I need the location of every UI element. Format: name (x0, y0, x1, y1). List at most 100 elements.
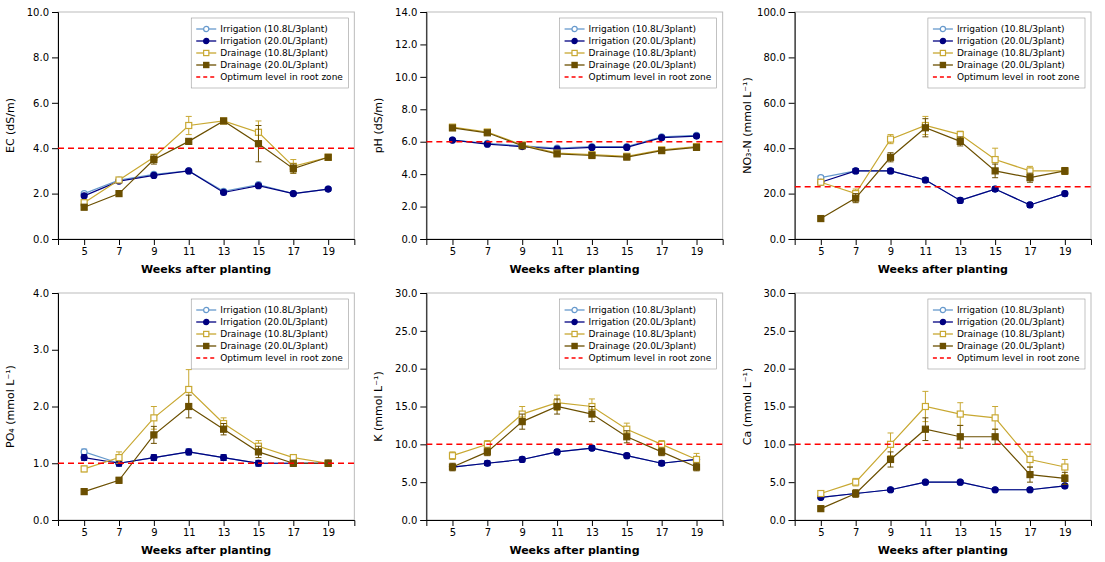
plot-area (795, 391, 1091, 511)
error-bar (992, 429, 998, 444)
x-tick-label: 11 (551, 527, 564, 538)
legend-item: Irrigation (10.8L/3plant) (933, 305, 1065, 315)
x-tick-mark (1030, 520, 1031, 526)
error-bar-cap (888, 152, 894, 153)
point (694, 456, 700, 462)
series-line (821, 407, 1065, 494)
legend-label: Irrigation (20.0L/3plant) (957, 317, 1065, 327)
x-tick-label: 5 (450, 246, 456, 257)
y-tick: 0.0 (401, 234, 426, 245)
x-tick-mark (557, 239, 558, 245)
x-tick: 17 (287, 239, 300, 257)
x-tick: 13 (218, 520, 231, 538)
x-tick: 19 (322, 239, 335, 257)
x-tick-label: 11 (920, 527, 933, 538)
x-tick-label: 13 (218, 527, 231, 538)
y-tick-label: 2.0 (401, 201, 417, 212)
series (795, 444, 1091, 445)
series (81, 395, 331, 494)
series-line (452, 448, 696, 467)
panel: 57911131517190.020.040.060.080.0100.0Wee… (741, 7, 1092, 276)
point (1062, 191, 1068, 197)
error-bar (659, 461, 665, 466)
error-bar-cap (255, 125, 261, 126)
error-bar-cap (255, 440, 261, 441)
point (116, 455, 122, 461)
point (116, 177, 122, 183)
x-tick: 17 (656, 239, 669, 257)
legend-label: Irrigation (20.0L/3plant) (589, 36, 697, 46)
error-bar-cap (922, 417, 928, 418)
x-tick-mark (154, 239, 155, 245)
error-bar-cap (151, 164, 157, 165)
error-bar-cap (888, 467, 894, 468)
x-tick-label: 5 (818, 527, 824, 538)
error-bar (922, 178, 928, 183)
x-tick: 7 (485, 239, 491, 257)
x-tick: 19 (1059, 520, 1072, 538)
x-axis-title: Weeks after planting (141, 544, 271, 557)
error-bar (818, 180, 824, 185)
x-axis-line (427, 521, 723, 527)
point (659, 134, 665, 140)
x-tick-mark (119, 520, 120, 526)
series (818, 479, 1068, 500)
series (58, 463, 354, 464)
y-tick: 20.0 (763, 188, 794, 199)
point (624, 154, 630, 160)
y-tick-mark (789, 57, 795, 58)
legend-items: Irrigation (10.8L/3plant) Irrigation (20.… (933, 305, 1080, 363)
legend-box (928, 18, 1085, 88)
error-bar (888, 169, 894, 174)
y-tick: 8.0 (401, 104, 426, 115)
point (221, 455, 227, 461)
plot-frame (426, 12, 722, 239)
error-bar (992, 407, 998, 430)
point (116, 191, 122, 197)
error-bar (449, 465, 455, 470)
point (519, 419, 525, 425)
point (186, 168, 192, 174)
point (694, 464, 700, 470)
x-tick-label: 9 (151, 246, 157, 257)
y-tick: 0.0 (33, 234, 58, 245)
point (589, 152, 595, 158)
y-tick-mark (420, 207, 426, 208)
error-bar-cap (589, 398, 595, 399)
error-bar (116, 477, 122, 483)
y-tick-mark (789, 482, 795, 483)
error-bar-cap (888, 143, 894, 144)
x-tick-mark (1065, 239, 1066, 245)
error-bar-cap (957, 136, 963, 137)
error-bar-cap (1062, 484, 1068, 485)
legend-marker (572, 62, 577, 67)
point (694, 133, 700, 139)
x-axis-line (59, 521, 355, 527)
x-tick-label: 15 (253, 527, 266, 538)
point (694, 132, 700, 138)
error-bar (449, 452, 455, 460)
error-bar-cap (992, 429, 998, 430)
legend-label: Optimum level in root zone (957, 72, 1080, 82)
y-axis-line (420, 13, 427, 240)
y-tick-label: 20.0 (763, 188, 785, 199)
x-axis: 5791113151719 (795, 520, 1091, 538)
error-bar-cap (922, 440, 928, 441)
y-tick-label: 20.0 (395, 363, 417, 374)
x-tick-label: 13 (218, 246, 231, 257)
y-tick: 6.0 (401, 136, 426, 147)
error-bar-cap (519, 429, 525, 430)
x-tick-label: 5 (818, 246, 824, 257)
error-bar (554, 450, 560, 455)
x-tick-mark (960, 520, 961, 526)
y-tick-mark (789, 148, 795, 149)
legend-label: Drainage (20.0L/3plant) (220, 60, 328, 70)
error-bar (221, 455, 227, 461)
x-tick-label: 17 (656, 527, 669, 538)
point (992, 487, 998, 493)
x-tick-mark (925, 520, 926, 526)
legend-label: Drainage (20.0L/3plant) (589, 60, 697, 70)
error-bar-cap (255, 161, 261, 162)
point (449, 124, 455, 130)
x-tick-label: 5 (81, 527, 87, 538)
